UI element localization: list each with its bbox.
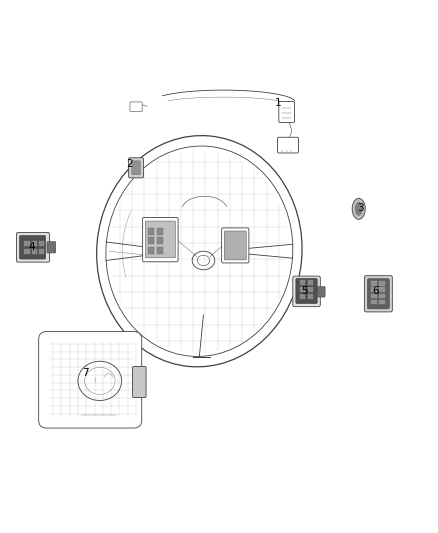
Bar [379,281,385,286]
FancyBboxPatch shape [16,232,49,262]
Bar [379,300,385,304]
Bar [24,249,29,254]
FancyBboxPatch shape [145,221,176,258]
FancyBboxPatch shape [143,217,178,262]
Bar [157,228,163,235]
Bar [300,294,305,299]
FancyBboxPatch shape [19,236,46,259]
Bar [39,241,44,246]
Bar [148,247,155,254]
Bar [371,281,377,286]
Text: 4: 4 [29,242,35,252]
FancyBboxPatch shape [364,276,392,312]
Bar [157,237,163,244]
Bar [371,287,377,292]
Bar [157,247,163,254]
Bar [300,280,305,285]
FancyBboxPatch shape [132,161,141,175]
Bar [148,228,155,235]
Bar [379,294,385,298]
Bar [371,294,377,298]
FancyBboxPatch shape [130,102,142,111]
Bar [371,300,377,304]
Bar [148,237,155,244]
FancyBboxPatch shape [296,278,317,304]
Ellipse shape [355,203,362,215]
Bar [307,287,313,292]
Ellipse shape [352,198,365,220]
Text: 3: 3 [357,203,364,213]
FancyBboxPatch shape [222,228,249,263]
Bar [379,287,385,292]
Text: 6: 6 [372,286,378,296]
Bar [32,249,37,254]
FancyBboxPatch shape [133,367,146,398]
FancyBboxPatch shape [278,138,298,153]
FancyBboxPatch shape [279,101,294,123]
FancyBboxPatch shape [224,231,246,260]
Text: 1: 1 [275,98,281,108]
FancyBboxPatch shape [318,287,325,297]
Bar [32,241,37,246]
Bar [307,294,313,299]
FancyBboxPatch shape [367,279,389,309]
Bar [307,280,313,285]
FancyBboxPatch shape [129,158,144,178]
FancyBboxPatch shape [47,241,56,253]
Text: 2: 2 [126,159,133,169]
Bar [24,241,29,246]
FancyBboxPatch shape [39,332,142,428]
Bar [300,287,305,292]
Text: 5: 5 [301,286,307,295]
FancyBboxPatch shape [293,276,320,306]
Bar [39,249,44,254]
Text: 7: 7 [82,368,89,378]
